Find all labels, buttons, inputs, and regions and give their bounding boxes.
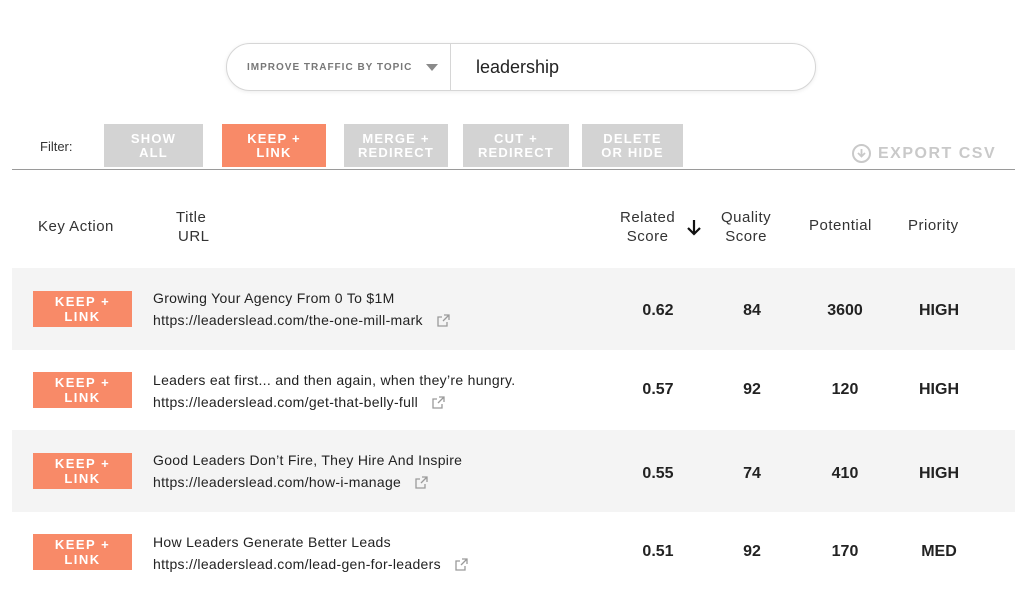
keep-link-action-button[interactable]: KEEP + LINK <box>33 453 132 489</box>
row-url[interactable]: https://leaderslead.com/get-that-belly-f… <box>153 394 419 410</box>
arrow-down-icon[interactable] <box>686 219 702 237</box>
header-related-score[interactable]: Related Score <box>620 209 676 245</box>
quality-score: 92 <box>743 543 761 560</box>
header-url: URL <box>178 228 210 245</box>
row-url[interactable]: https://leaderslead.com/how-i-manage <box>153 474 402 490</box>
external-link-icon[interactable] <box>415 475 428 489</box>
row-url[interactable]: https://leaderslead.com/lead-gen-for-lea… <box>153 556 441 572</box>
priority-value: HIGH <box>919 465 959 482</box>
header-quality-score[interactable]: Quality Score <box>721 209 772 245</box>
potential-value: 170 <box>831 543 859 560</box>
row-title: Leaders eat first... and then again, whe… <box>153 372 516 388</box>
header-title: Title <box>176 209 207 226</box>
keep-link-action-button[interactable]: KEEP + LINK <box>33 534 132 570</box>
table-row: KEEP + LINK How Leaders Generate Better … <box>12 512 1015 592</box>
potential-value: 410 <box>831 465 859 482</box>
topic-dropdown[interactable]: IMPROVE TRAFFIC BY TOPIC <box>227 44 451 90</box>
related-score: 0.62 <box>642 302 674 319</box>
filter-keep-link-button[interactable]: KEEP + LINK <box>222 124 326 167</box>
keep-link-action-button[interactable]: KEEP + LINK <box>33 291 132 327</box>
chevron-down-icon <box>426 63 439 71</box>
header-priority[interactable]: Priority <box>908 217 959 234</box>
filter-cut-redirect-button[interactable]: CUT + REDIRECT <box>463 124 569 167</box>
keep-link-action-button[interactable]: KEEP + LINK <box>33 372 132 408</box>
table-row: KEEP + LINK Leaders eat first... and the… <box>12 350 1015 430</box>
filter-show-all-button[interactable]: SHOW ALL <box>104 124 203 167</box>
topic-dropdown-label: IMPROVE TRAFFIC BY TOPIC <box>247 61 413 73</box>
header-key-action: Key Action <box>38 218 114 235</box>
external-link-icon[interactable] <box>437 313 450 327</box>
download-circle-icon <box>852 144 871 163</box>
priority-value: HIGH <box>919 302 959 319</box>
filter-label: Filter: <box>40 139 73 154</box>
related-score: 0.57 <box>642 381 674 398</box>
external-link-icon[interactable] <box>432 395 445 409</box>
filter-delete-hide-button[interactable]: DELETE OR HIDE <box>582 124 683 167</box>
header-potential[interactable]: Potential <box>809 217 872 234</box>
priority-value: HIGH <box>919 381 959 398</box>
potential-value: 3600 <box>827 302 863 319</box>
related-score: 0.51 <box>642 543 674 560</box>
row-title: Good Leaders Don’t Fire, They Hire And I… <box>153 452 463 468</box>
search-input[interactable] <box>451 44 815 90</box>
table-row: KEEP + LINK Good Leaders Don’t Fire, The… <box>12 430 1015 512</box>
quality-score: 84 <box>743 302 761 319</box>
export-csv-label: EXPORT CSV <box>878 144 997 162</box>
external-link-icon[interactable] <box>455 557 468 571</box>
filter-merge-redirect-button[interactable]: MERGE + REDIRECT <box>344 124 448 167</box>
row-url[interactable]: https://leaderslead.com/the-one-mill-mar… <box>153 312 423 328</box>
row-title: How Leaders Generate Better Leads <box>153 534 391 550</box>
potential-value: 120 <box>831 381 859 398</box>
quality-score: 92 <box>743 381 761 398</box>
export-csv-button[interactable]: EXPORT CSV <box>852 144 996 163</box>
row-title: Growing Your Agency From 0 To $1M <box>153 290 395 306</box>
priority-value: MED <box>921 543 957 560</box>
quality-score: 74 <box>743 465 761 482</box>
search-bar: IMPROVE TRAFFIC BY TOPIC <box>226 43 816 91</box>
table-row: KEEP + LINK Growing Your Agency From 0 T… <box>12 268 1015 350</box>
divider <box>12 169 1015 170</box>
related-score: 0.55 <box>642 465 674 482</box>
